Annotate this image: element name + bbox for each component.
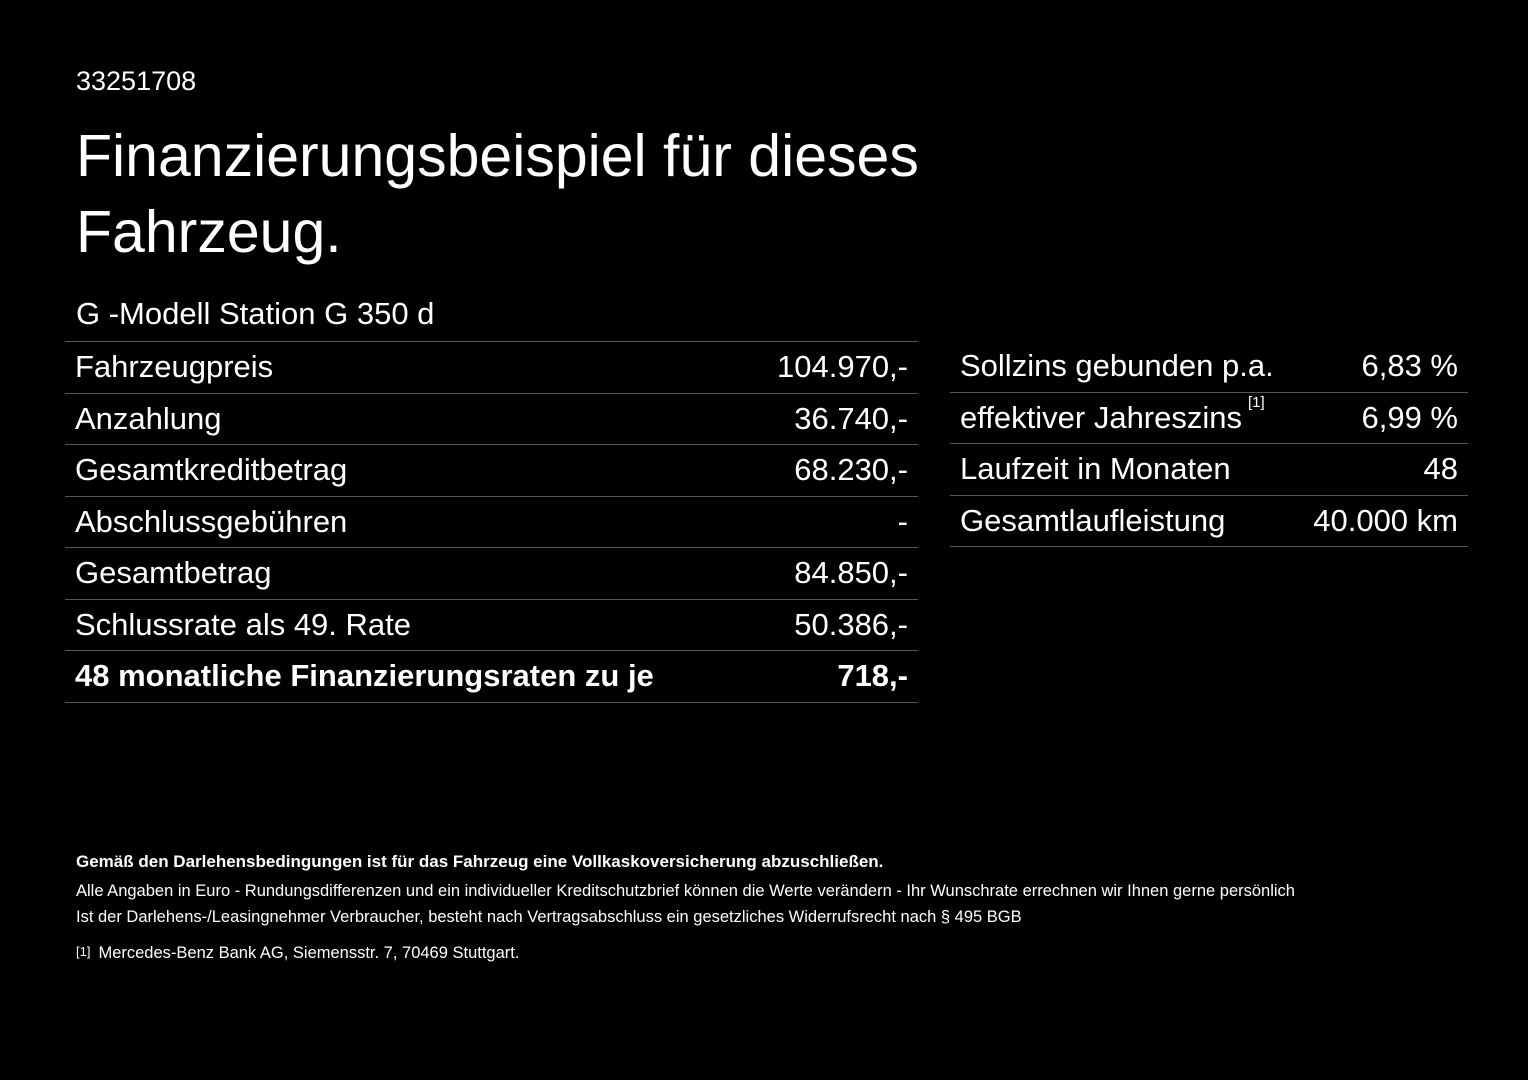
row-label: Schlussrate als 49. Rate (75, 607, 411, 643)
disclaimer: Alle Angaben in Euro - Rundungsdifferenz… (76, 882, 1295, 900)
table-row: Abschlussgebühren - (65, 497, 918, 548)
table-row: Sollzins gebunden p.a. 6,83 % (950, 341, 1468, 393)
row-label: Sollzins gebunden p.a. (960, 348, 1274, 384)
table-row: Gesamtbetrag 84.850,- (65, 548, 918, 600)
label-text: Gesamtbetrag (75, 555, 272, 591)
table-row: Gesamtlaufleistung 40.000 km (950, 496, 1468, 547)
label-text: Abschlussgebühren (75, 503, 348, 539)
row-value: 48 (1423, 451, 1458, 487)
listing-id: 33251708 (76, 66, 197, 96)
table-row: 48 monatliche Finanzierungsraten zu je 71… (65, 651, 918, 703)
row-label: Gesamtkreditbetrag (75, 452, 347, 488)
row-label: Fahrzeugpreis (75, 349, 273, 385)
row-label: effektiver Jahreszins [1] (960, 394, 1265, 436)
label-text: Laufzeit in Monaten (960, 451, 1231, 487)
row-value: 6,99 % (1361, 399, 1458, 435)
finance-table: Fahrzeugpreis 104.970,- Anzahlung 36.740,- G… (65, 341, 918, 703)
row-value: 50.386,- (794, 606, 908, 642)
table-row: Laufzeit in Monaten 48 (950, 444, 1468, 496)
row-value: 718,- (837, 658, 908, 694)
label-text: Schlussrate als 49. Rate (75, 606, 412, 642)
row-label: Anzahlung (75, 401, 222, 437)
table-row: Schlussrate als 49. Rate 50.386,- (65, 600, 918, 651)
rate-table: Sollzins gebunden p.a. 6,83 % effektiver J… (950, 341, 1468, 547)
label-text: Anzahlung (75, 400, 222, 436)
table-row: effektiver Jahreszins [1] 6,99 % (950, 393, 1468, 444)
row-value: 84.850,- (794, 555, 908, 591)
row-label: Abschlussgebühren (75, 504, 347, 540)
label-text: Gesamtkreditbetrag (75, 452, 348, 488)
label-text: Gesamtlaufleistung (960, 502, 1226, 538)
page-title: Finanzierungsbeispiel für dieses Fahrzeu… (76, 123, 919, 265)
table-row: Anzahlung 36.740,- (65, 394, 918, 445)
row-label: Gesamtbetrag (75, 555, 271, 591)
row-value: 104.970,- (777, 349, 908, 385)
footnote-text: Mercedes-Benz Bank AG, Siemensstr. 7, 70… (98, 944, 520, 962)
row-value: 68.230,- (794, 452, 908, 488)
label-text: Sollzins gebunden p.a. (960, 348, 1274, 384)
label-text: 48 monatliche Finanzierungsraten zu je (75, 658, 654, 694)
row-value: 36.740,- (794, 400, 908, 436)
row-label: 48 monatliche Finanzierungsraten zu je (75, 658, 654, 694)
table-row: Fahrzeugpreis 104.970,- (65, 342, 918, 394)
insurance-note: Gemäß den Darlehensbedingungen ist für d… (76, 852, 884, 871)
row-value: - (897, 503, 908, 539)
footnote-marker: [1] (76, 944, 91, 959)
footnote: [1] Mercedes-Benz Bank AG, Siemensstr. 7,… (76, 944, 519, 963)
row-label: Gesamtlaufleistung (960, 503, 1225, 539)
table-row: Gesamtkreditbetrag 68.230,- (65, 445, 918, 497)
label-text: Fahrzeugpreis (75, 349, 274, 385)
model-name: G -Modell Station G 350 d (76, 296, 435, 331)
row-value: 40.000 km (1313, 502, 1458, 538)
note-marker: [1] (1248, 393, 1265, 411)
row-label: Laufzeit in Monaten (960, 451, 1231, 487)
label-text: effektiver Jahreszins (960, 399, 1242, 435)
row-value: 6,83 % (1361, 348, 1458, 384)
disclaimer: Ist der Darlehens-/Leasingnehmer Verbrau… (76, 908, 1022, 926)
